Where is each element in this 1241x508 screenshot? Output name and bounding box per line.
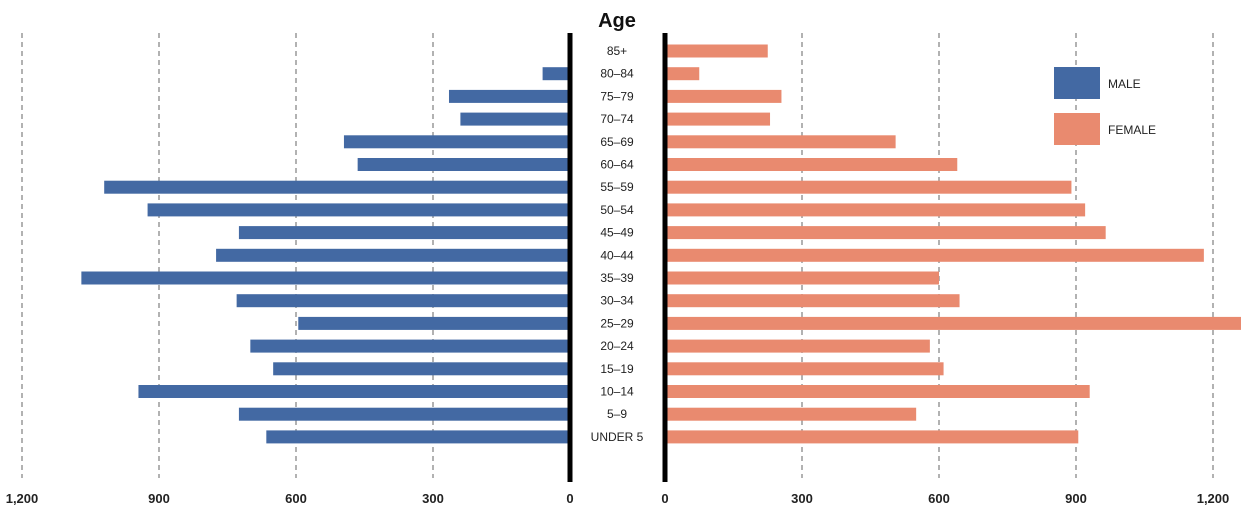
left-axis-tick-label: 1,200 [6, 491, 39, 506]
category-label: 50–54 [600, 203, 634, 217]
bar-male [216, 248, 571, 262]
category-label: 85+ [607, 44, 627, 58]
category-label: 40–44 [600, 248, 634, 262]
legend-male-label: MALE [1108, 77, 1141, 91]
bar-female [665, 158, 958, 171]
category-label: 35–39 [600, 271, 634, 285]
tick-labels: 1,200 900 600 300 0 0 300 600 900 1,200 [6, 491, 1230, 506]
category-label: 55–59 [600, 180, 634, 194]
bar-female [665, 203, 1086, 217]
bar-male [448, 89, 570, 103]
bar-female [665, 44, 768, 58]
bar-female [665, 135, 896, 149]
bar-female [665, 385, 1090, 398]
right-axis-tick-label: 0 [661, 491, 668, 506]
bar-male [238, 407, 570, 421]
category-label: 45–49 [600, 226, 634, 240]
bar-female [665, 362, 944, 376]
category-label: 75–79 [600, 89, 634, 103]
bar-male [460, 112, 570, 126]
category-label: 80–84 [600, 67, 634, 81]
gridlines [21, 33, 1214, 478]
category-label: 20–24 [600, 339, 634, 353]
category-label: UNDER 5 [591, 430, 644, 444]
bar-female [665, 89, 782, 103]
right-axis-tick-label: 900 [1065, 491, 1087, 506]
category-label: 5–9 [607, 407, 627, 421]
bar-female [665, 271, 939, 285]
bar-female [665, 112, 771, 126]
category-label: 15–19 [600, 362, 634, 376]
bar-female [665, 248, 1204, 262]
bar-male [138, 385, 570, 398]
category-label: 70–74 [600, 112, 634, 126]
bar-female [665, 339, 930, 353]
right-axis-tick-label: 300 [791, 491, 813, 506]
category-label: 10–14 [600, 385, 634, 399]
bar-male [250, 339, 571, 353]
bar-male [104, 180, 570, 194]
category-label: 60–64 [600, 158, 634, 172]
bar-female [665, 226, 1106, 240]
legend: MALE FEMALE [1054, 67, 1156, 145]
left-axis-tick-label: 0 [566, 491, 573, 506]
category-label: 65–69 [600, 135, 634, 149]
bar-male [266, 430, 570, 444]
right-axis-tick-label: 1,200 [1197, 491, 1230, 506]
left-axis-tick-label: 300 [422, 491, 444, 506]
bar-male [236, 294, 570, 308]
category-label: 30–34 [600, 294, 634, 308]
bar-female [665, 180, 1072, 194]
bar-female [665, 294, 960, 308]
bar-male [343, 135, 570, 149]
bar-male [298, 316, 570, 330]
bar-female [665, 316, 1241, 330]
left-axis-tick-label: 600 [285, 491, 307, 506]
bars [81, 44, 1241, 444]
chart-title: Age [598, 10, 636, 32]
bar-male [357, 158, 570, 171]
bar-male [238, 226, 570, 240]
bar-male [147, 203, 571, 217]
bar-female [665, 407, 917, 421]
bar-male [273, 362, 570, 376]
bar-female [665, 67, 700, 81]
legend-female-label: FEMALE [1108, 123, 1156, 137]
bar-male [542, 67, 570, 81]
left-axis-tick-label: 900 [148, 491, 170, 506]
bar-female [665, 430, 1079, 444]
category-label: 25–29 [600, 316, 634, 330]
bar-male [81, 271, 570, 285]
axes [567, 33, 668, 482]
legend-male-swatch [1054, 67, 1100, 99]
category-labels: 85+ 80–84 75–79 70–74 65–69 60–64 55–59 50–54 45… [591, 44, 644, 444]
right-axis-tick-label: 600 [928, 491, 950, 506]
legend-female-swatch [1054, 113, 1100, 145]
